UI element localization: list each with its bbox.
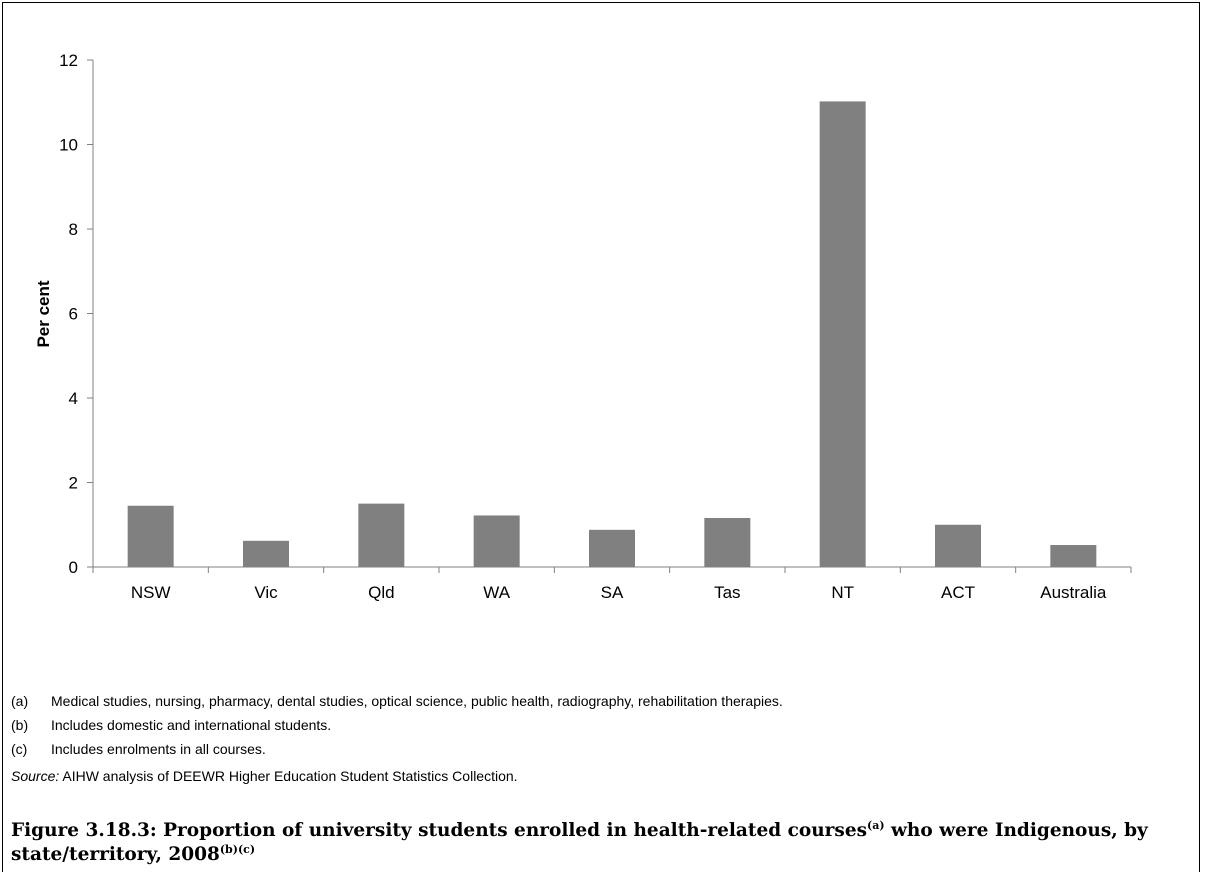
bar-act	[935, 524, 981, 567]
footnote-key: (a)	[11, 693, 29, 709]
bar-australia	[1050, 545, 1097, 567]
bar-nt	[819, 101, 866, 567]
footnote-c: (c) Includes enrolments in all courses.	[11, 741, 1191, 757]
y-tick-label: 6	[69, 305, 78, 324]
y-tick-label: 10	[59, 136, 78, 155]
bar-nsw	[127, 505, 174, 567]
y-tick-label: 0	[69, 558, 78, 577]
source-label: Source:	[11, 768, 60, 784]
footnote-text: Includes domestic and international stud…	[51, 717, 332, 733]
footnote-key: (b)	[11, 717, 29, 733]
bar-sa	[589, 529, 635, 567]
footnote-b: (b) Includes domestic and international …	[11, 717, 1191, 733]
y-tick-label: 12	[59, 51, 78, 70]
x-tick-label: Qld	[368, 583, 394, 602]
y-tick-label: 8	[69, 220, 78, 239]
caption-text-1: Figure 3.18.3: Proportion of university …	[11, 820, 868, 841]
figure-caption: Figure 3.18.3: Proportion of university …	[11, 819, 1191, 867]
footnote-text: Includes enrolments in all courses.	[51, 741, 266, 757]
footnote-text: Medical studies, nursing, pharmacy, dent…	[51, 693, 783, 709]
bar-vic	[243, 540, 289, 567]
bar-wa	[473, 515, 520, 567]
x-tick-label: SA	[601, 583, 624, 602]
x-tick-label: Vic	[254, 583, 278, 602]
x-tick-label: ACT	[941, 583, 975, 602]
bar-qld	[358, 503, 405, 567]
x-tick-label: Australia	[1040, 583, 1107, 602]
x-tick-label: NSW	[131, 583, 171, 602]
caption-sup-2: (b)(c)	[219, 843, 256, 856]
bar-tas	[704, 517, 751, 567]
x-tick-label: Tas	[714, 583, 740, 602]
x-tick-label: WA	[483, 583, 510, 602]
x-tick-label: NT	[831, 583, 854, 602]
footnote-a: (a) Medical studies, nursing, pharmacy, …	[11, 693, 1191, 709]
y-tick-label: 2	[69, 474, 78, 493]
bar-chart: Per cent 0 2 4 6 8 10 12 NSW Vic Qld WA SA Tas NT ACT A…	[34, 51, 1132, 602]
y-tick-label: 4	[69, 389, 78, 408]
caption-text-2: who were Indigenous, by state/territory,…	[11, 820, 1148, 865]
source-note: Source: AIHW analysis of DEEWR Higher Ed…	[11, 768, 1191, 784]
caption-sup-1: (a)	[867, 819, 885, 832]
footnote-key: (c)	[11, 741, 28, 757]
y-axis-label: Per cent	[34, 280, 53, 347]
footnotes: (a) Medical studies, nursing, pharmacy, …	[11, 693, 1191, 784]
source-text: AIHW analysis of DEEWR Higher Education …	[59, 768, 518, 784]
